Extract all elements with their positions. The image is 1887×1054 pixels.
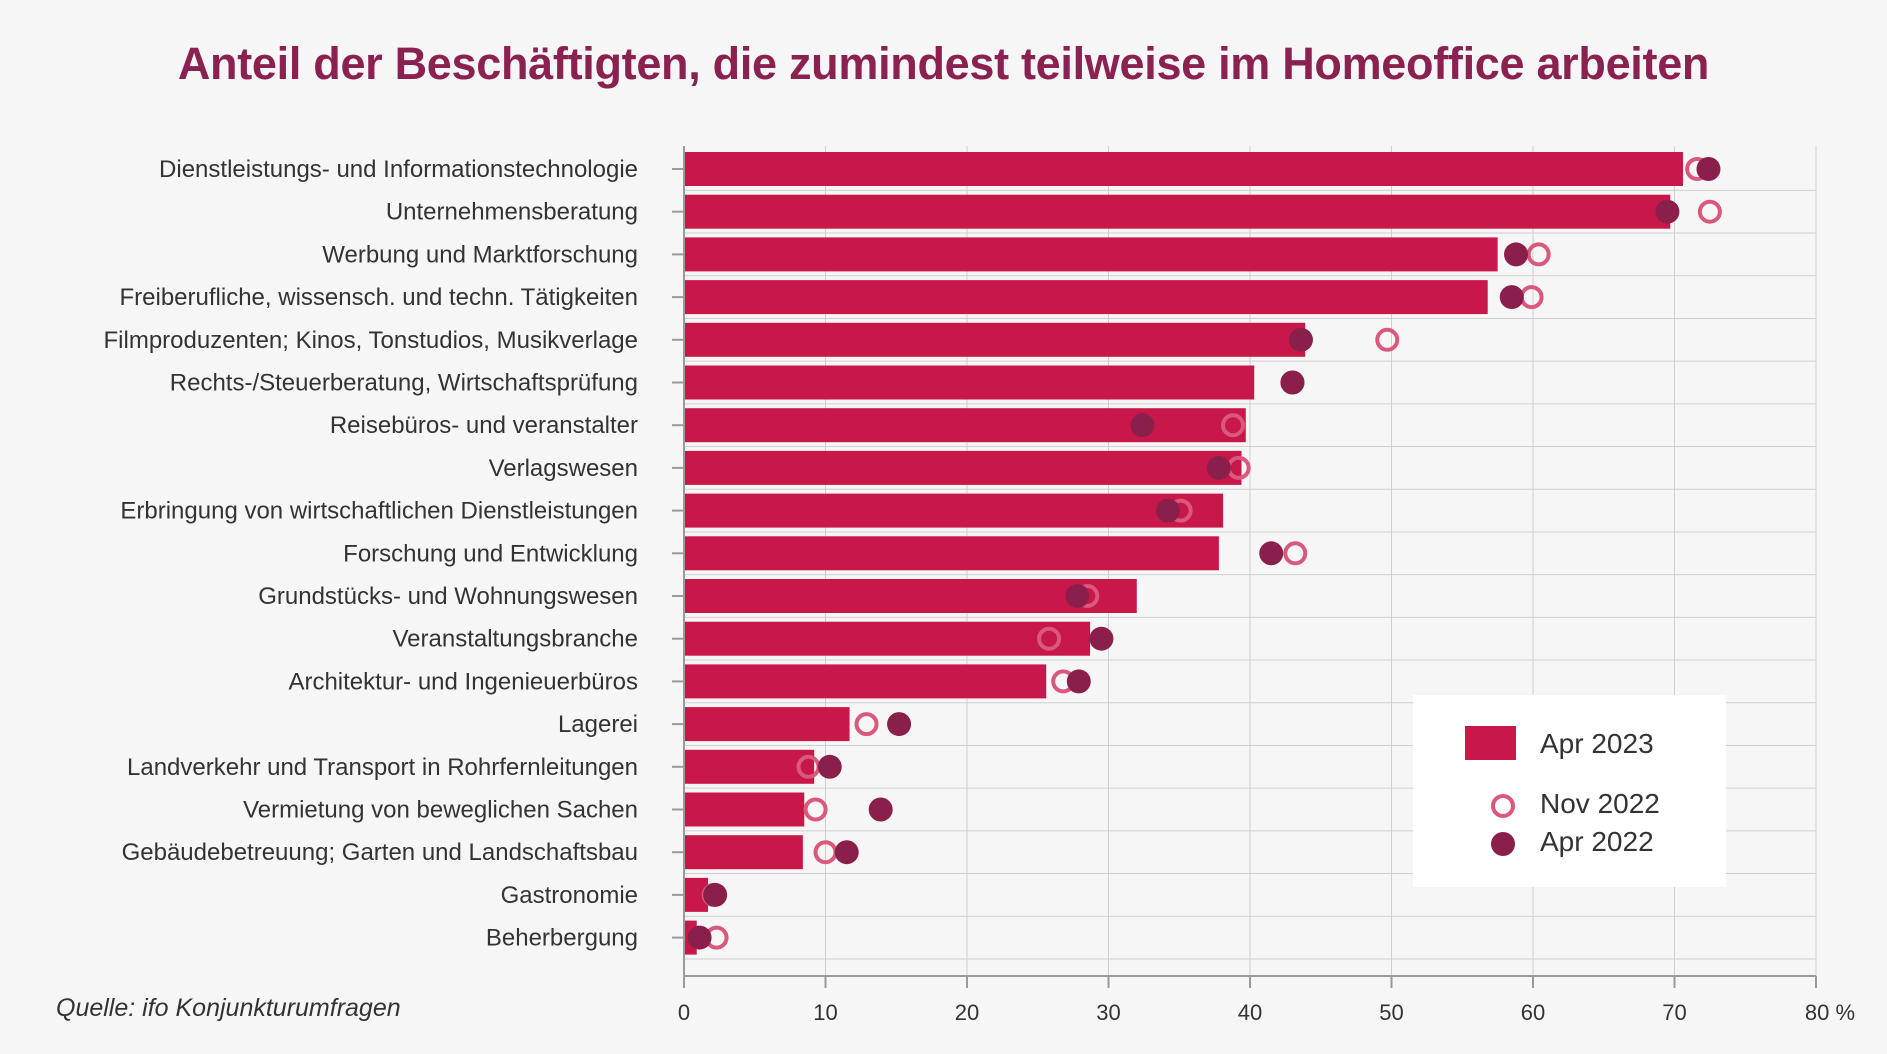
category-label: Erbringung von wirtschaftlichen Dienstle… [120, 498, 638, 525]
nov-2022-marker [1037, 626, 1062, 651]
bar [684, 749, 815, 784]
nov-2022-marker [1519, 285, 1544, 310]
bar [684, 707, 850, 742]
legend-open-circle-icon [1491, 794, 1515, 818]
x-tick-label: 70 [1662, 1000, 1686, 1025]
nov-2022-marker [1526, 242, 1551, 267]
apr-2022-marker [687, 925, 712, 950]
apr-2022-marker [1504, 242, 1529, 267]
category-label: Rechts-/Steuerberatung, Wirtschaftsprüfu… [170, 370, 638, 397]
apr-2022-marker [703, 882, 728, 907]
apr-2022-marker [1065, 584, 1090, 608]
axes [672, 146, 1817, 988]
x-tick-label: 10 [813, 1000, 837, 1025]
bar [684, 536, 1219, 571]
category-label: Dienstleistungs- und Informationstechnol… [159, 156, 638, 183]
x-tick-label: 30 [1096, 1000, 1120, 1025]
category-label: Filmproduzenten; Kinos, Tonstudios, Musi… [104, 327, 639, 354]
category-label: Beherbergung [486, 925, 638, 952]
legend-label: Apr 2022 [1540, 826, 1654, 857]
legend-item-apr-2023: Apr 2023 [1413, 724, 1726, 764]
apr-2022-marker [1066, 669, 1091, 694]
x-tick-label: 50 [1379, 1000, 1403, 1025]
apr-2022-marker [1206, 455, 1231, 480]
x-tick-label: 80 % [1805, 1000, 1855, 1025]
nov-2022-marker [1283, 541, 1308, 566]
apr-2022-marker [817, 754, 842, 779]
apr-2022-marker [1259, 541, 1284, 566]
x-tick-label: 40 [1238, 1000, 1262, 1025]
category-label: Verlagswesen [489, 455, 638, 482]
bar [684, 322, 1306, 357]
bar [684, 621, 1091, 656]
apr-2022-marker [1130, 413, 1155, 438]
category-labels: Dienstleistungs- und Informationstechnol… [104, 156, 639, 952]
legend-bar-swatch [1465, 726, 1516, 760]
apr-2022-marker [868, 797, 893, 822]
category-label: Unternehmensberatung [386, 199, 638, 226]
apr-2022-marker [1089, 626, 1114, 651]
bar [684, 280, 1488, 315]
nov-2022-marker [803, 797, 828, 822]
bar [684, 835, 803, 870]
apr-2022-marker [1499, 285, 1524, 310]
bar [684, 664, 1047, 699]
nov-2022-marker [1697, 199, 1722, 224]
bar [684, 237, 1498, 272]
nov-2022-marker [1221, 413, 1246, 438]
bar [684, 194, 1671, 229]
x-tick-label: 0 [678, 1000, 690, 1025]
source-note: Quelle: ifo Konjunkturumfragen [56, 994, 401, 1022]
category-label: Gastronomie [501, 882, 638, 909]
legend-filled-circle-icon [1491, 832, 1515, 856]
legend-label: Apr 2023 [1540, 728, 1654, 759]
category-label: Forschung und Entwicklung [343, 540, 638, 567]
x-tick-labels: 0 10 20 30 40 50 60 70 80 % [678, 1000, 1855, 1025]
category-label: Grundstücks- und Wohnungswesen [258, 583, 638, 610]
category-label: Reisebüros- und veranstalter [330, 412, 638, 439]
category-label: Gebäudebetreuung; Garten und Landschafts… [122, 839, 638, 866]
markers [687, 157, 1722, 950]
category-label: Architektur- und Ingenieuerbüros [288, 668, 638, 695]
bar [684, 450, 1242, 485]
category-label: Veranstaltungsbranche [392, 626, 638, 653]
category-label: Freiberufliche, wissensch. und techn. Tä… [120, 284, 639, 311]
apr-2022-marker [1696, 157, 1721, 181]
category-label: Werbung und Marktforschung [322, 241, 638, 268]
apr-2022-marker [834, 840, 859, 865]
legend-item-apr-2022: Apr 2022 [1413, 822, 1726, 862]
x-tick-label: 20 [955, 1000, 979, 1025]
apr-2022-marker [1280, 370, 1305, 395]
apr-2022-marker [887, 712, 912, 737]
nov-2022-marker [854, 712, 879, 737]
bar [684, 792, 805, 827]
category-label: Landverkehr und Transport in Rohrfernlei… [127, 754, 638, 781]
category-label: Vermietung von beweglichen Sachen [243, 797, 638, 824]
apr-2022-marker [1155, 498, 1180, 523]
legend-item-nov-2022: Nov 2022 [1413, 784, 1726, 824]
bar [684, 579, 1137, 613]
legend-label: Nov 2022 [1540, 788, 1660, 819]
x-tick-label: 60 [1521, 1000, 1545, 1025]
bar [684, 493, 1224, 528]
bar [684, 152, 1683, 186]
category-label: Lagerei [558, 711, 638, 738]
nov-2022-marker [1375, 327, 1400, 352]
bar [684, 408, 1246, 443]
legend: Apr 2023 Nov 2022 Apr 2022 [1413, 695, 1726, 887]
bar [684, 365, 1255, 400]
chart-title: Anteil der Beschäftigten, die zumindest … [177, 38, 1710, 89]
apr-2022-marker [1655, 199, 1680, 224]
apr-2022-marker [1288, 327, 1313, 352]
